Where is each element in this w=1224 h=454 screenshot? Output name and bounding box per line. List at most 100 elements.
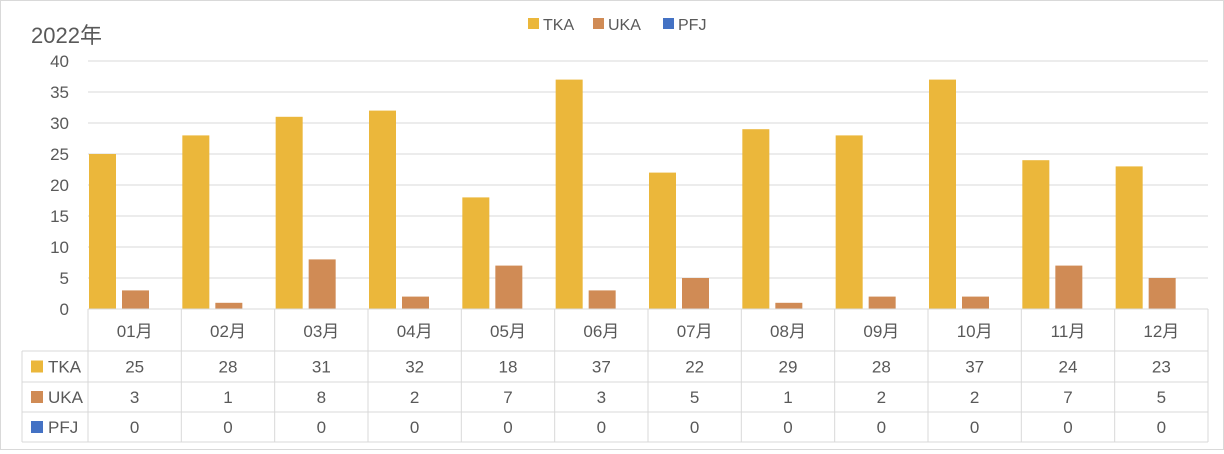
table-cell-value: 18 [499, 358, 518, 377]
table-cell-value: 23 [1152, 358, 1171, 377]
table-cell-value: 0 [410, 418, 419, 437]
table-cell-value: 5 [690, 388, 699, 407]
table-cell-value: 25 [125, 358, 144, 377]
table-cell-value: 2 [970, 388, 979, 407]
bar-uka [1055, 265, 1083, 309]
bar-tka [462, 197, 490, 309]
bar-tka [835, 135, 863, 309]
bar-tka [275, 116, 303, 309]
table-cell-value: 0 [1063, 418, 1072, 437]
bar-tka [89, 154, 116, 309]
category-label: 10月 [957, 322, 993, 341]
table-cell-value: 0 [223, 418, 232, 437]
table-cell-value: 0 [503, 418, 512, 437]
table-cell-value: 8 [317, 388, 326, 407]
category-label: 09月 [863, 322, 899, 341]
bar-tka [555, 79, 583, 309]
y-tick-label: 20 [50, 176, 69, 195]
data-table: 01月 02月 03月 04月 05月 06月 07月 08月 09月 10月 11月 12月 TKA 2… [21, 308, 1209, 443]
table-series-label: TKA [48, 358, 82, 377]
category-label: 08月 [770, 322, 806, 341]
category-label: 02月 [210, 322, 246, 341]
table-cell-value: 37 [965, 358, 984, 377]
table-cell-value: 24 [1059, 358, 1078, 377]
bar-uka [122, 290, 149, 309]
table-series-label: UKA [48, 388, 84, 407]
table-cell-value: 0 [783, 418, 792, 437]
legend-label: UKA [608, 17, 641, 34]
table-legend-key-uka [31, 391, 43, 403]
bar-uka [962, 296, 989, 309]
bar-tka [1022, 160, 1050, 309]
table-cell-value: 0 [317, 418, 326, 437]
y-tick-label: 40 [50, 52, 69, 71]
table-legend-key-tka [31, 360, 43, 373]
bar-uka [308, 259, 336, 309]
bar-uka [682, 278, 709, 309]
table-series-label: PFJ [48, 418, 78, 437]
bar-tka [1115, 166, 1143, 309]
table-cell-value: 37 [592, 358, 611, 377]
bars [89, 79, 1176, 309]
y-tick-label: 5 [60, 269, 69, 288]
bar-uka [215, 302, 243, 309]
table-cell-value: 0 [690, 418, 699, 437]
table-cell-value: 0 [970, 418, 979, 437]
legend: TKA UKA PFJ [528, 17, 706, 34]
y-tick-label: 15 [50, 207, 69, 226]
table-cell-value: 0 [130, 418, 139, 437]
legend-swatch-pfj [663, 18, 674, 29]
table-cell-value: 31 [312, 358, 331, 377]
y-tick-label: 30 [50, 114, 69, 133]
table-cell-value: 28 [219, 358, 238, 377]
bar-uka [402, 296, 429, 309]
table-cell-value: 28 [872, 358, 891, 377]
y-tick-label: 35 [50, 83, 69, 102]
table-cell-value: 29 [779, 358, 798, 377]
table-cell-value: 5 [1157, 388, 1166, 407]
table-cell-value: 2 [877, 388, 886, 407]
table-cell-value: 1 [223, 388, 232, 407]
legend-label: PFJ [678, 17, 706, 34]
legend-label: TKA [543, 17, 574, 34]
bar-tka [649, 172, 676, 309]
table-cell-value: 22 [685, 358, 704, 377]
table-legend-key-pfj [31, 421, 43, 433]
table-cell-value: 3 [597, 388, 606, 407]
chart-title: 2022年 [31, 23, 102, 48]
table-cell-value: 7 [503, 388, 512, 407]
legend-swatch-tka [528, 18, 539, 29]
table-cell-value: 1 [783, 388, 792, 407]
table-cell-value: 0 [877, 418, 886, 437]
table-cell-value: 3 [130, 388, 139, 407]
bar-uka [1148, 278, 1176, 309]
table-cell-value: 32 [405, 358, 424, 377]
gridlines: 0 5 10 15 20 25 30 35 40 [50, 52, 1208, 319]
bar-uka [868, 296, 896, 309]
bar-tka [929, 79, 956, 309]
category-label: 12月 [1143, 322, 1179, 341]
table-cell-value: 2 [410, 388, 419, 407]
category-label: 11月 [1051, 322, 1086, 341]
category-label: 05月 [490, 322, 526, 341]
table-cell-value: 7 [1063, 388, 1072, 407]
table-cell-value: 0 [597, 418, 606, 437]
bar-uka [495, 265, 523, 309]
category-label: 01月 [117, 322, 153, 341]
bar-uka [775, 302, 803, 309]
bar-tka [742, 129, 770, 309]
category-label: 03月 [303, 322, 339, 341]
category-label: 07月 [677, 322, 713, 341]
bar-uka [588, 290, 616, 309]
category-label: 06月 [583, 322, 619, 341]
y-tick-label: 10 [50, 238, 69, 257]
y-tick-label: 25 [50, 145, 69, 164]
y-tick-label: 0 [60, 300, 69, 319]
bar-tka [182, 135, 210, 309]
legend-swatch-uka [593, 18, 604, 29]
bar-tka [369, 110, 396, 309]
table-cell-value: 0 [1157, 418, 1166, 437]
category-label: 04月 [397, 322, 433, 341]
